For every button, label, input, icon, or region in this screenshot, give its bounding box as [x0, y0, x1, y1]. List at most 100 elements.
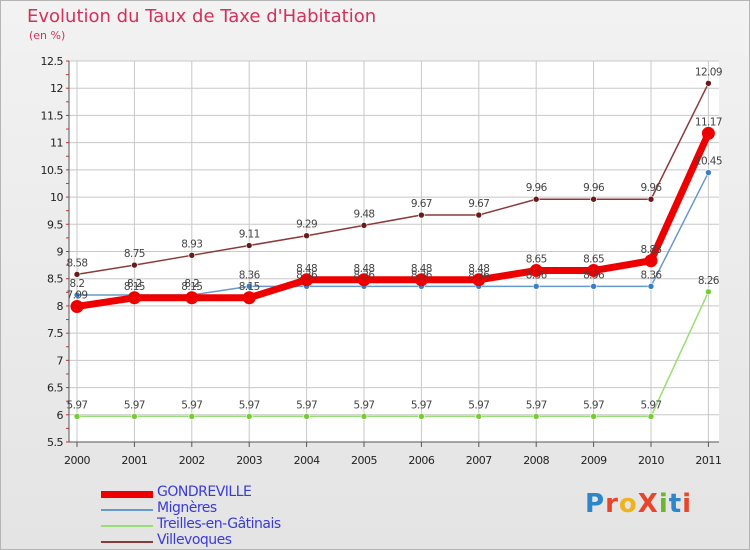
- data-label-villevoques: 12.09: [695, 66, 722, 78]
- legend-label: GONDREVILLE: [157, 484, 252, 500]
- data-point-treilles-en-gatinais: [532, 413, 540, 420]
- data-point-villevoques: [590, 195, 597, 203]
- legend-label: Treilles-en-Gâtinais: [157, 516, 281, 532]
- data-label-migneres: 8.36: [583, 269, 605, 281]
- series-line-villevoques: [76, 82, 710, 276]
- data-label-gondreville: 8.48: [411, 263, 432, 275]
- data-label-treilles-en-gatinais: 5.97: [468, 399, 489, 411]
- y-tick-label: 11.5: [41, 109, 64, 122]
- data-label-gondreville: 8.65: [526, 254, 547, 266]
- data-label-gondreville: 8.15: [181, 281, 202, 293]
- data-label-villevoques: 9.67: [468, 198, 489, 210]
- data-label-treilles-en-gatinais: 5.97: [411, 399, 432, 411]
- data-point-migneres: [647, 283, 655, 290]
- chart-unit-label: (en %): [29, 29, 66, 42]
- logo-letter: r: [605, 489, 619, 519]
- x-tick-label: 2007: [466, 454, 492, 467]
- x-tick-label: 2005: [351, 454, 377, 467]
- data-label-treilles-en-gatinais: 5.97: [526, 399, 547, 411]
- data-label-treilles-en-gatinais: 5.97: [296, 399, 317, 411]
- data-label-villevoques: 8.93: [181, 238, 202, 250]
- data-label-migneres: 8.2: [184, 278, 199, 290]
- data-label-villevoques: 9.67: [411, 198, 432, 210]
- data-label-migneres: 8.36: [641, 269, 663, 281]
- data-point-villevoques: [303, 232, 310, 240]
- data-point-gondreville: [529, 264, 543, 278]
- data-label-villevoques: 9.96: [583, 182, 605, 194]
- data-point-villevoques: [131, 261, 138, 269]
- y-tick-label: 10: [50, 191, 63, 204]
- data-label-villevoques: 8.75: [124, 248, 145, 260]
- legend-swatch: [101, 509, 153, 511]
- data-label-villevoques: 9.29: [296, 219, 317, 231]
- data-label-migneres: 8.36: [296, 269, 318, 281]
- y-tick-label: 6: [57, 409, 64, 422]
- data-label-treilles-en-gatinais: 5.97: [67, 399, 88, 411]
- data-point-villevoques: [188, 252, 196, 259]
- chart-title: Evolution du Taux de Taxe d'Habitation: [27, 6, 377, 27]
- data-point-gondreville: [185, 291, 199, 305]
- y-tick-label: 10.5: [41, 164, 64, 177]
- data-label-migneres: 8.36: [468, 269, 490, 281]
- data-label-gondreville: 11.17: [695, 116, 722, 128]
- data-point-treilles-en-gatinais: [475, 413, 483, 420]
- data-point-gondreville: [70, 299, 84, 313]
- x-tick-label: 2003: [236, 454, 262, 467]
- y-tick-label: 6.5: [47, 382, 63, 395]
- data-point-treilles-en-gatinais: [188, 413, 196, 420]
- data-point-villevoques: [245, 242, 253, 249]
- data-label-villevoques: 9.96: [526, 182, 548, 194]
- data-label-migneres: 8.36: [354, 269, 376, 281]
- legend-label: Mignères: [157, 500, 217, 516]
- legend-label: Villevoques: [157, 532, 232, 548]
- data-point-migneres: [590, 283, 597, 290]
- data-point-migneres: [73, 291, 81, 299]
- data-label-villevoques: 9.96: [641, 182, 663, 194]
- x-tick-label: 2001: [121, 454, 147, 467]
- data-point-treilles-en-gatinais: [647, 413, 655, 420]
- data-label-treilles-en-gatinais: 5.97: [124, 399, 145, 411]
- data-label-treilles-en-gatinais: 5.97: [181, 399, 202, 411]
- data-point-gondreville: [701, 126, 715, 140]
- data-point-villevoques: [705, 80, 712, 87]
- data-point-treilles-en-gatinais: [590, 413, 597, 420]
- data-point-villevoques: [475, 211, 483, 219]
- proxiti-logo: ProXiti: [585, 489, 692, 519]
- y-tick-label: 8: [57, 300, 64, 313]
- data-point-gondreville: [644, 254, 658, 268]
- y-tick-label: 9: [57, 246, 64, 259]
- y-tick-label: 11: [50, 137, 63, 150]
- data-point-treilles-en-gatinais: [418, 413, 425, 420]
- legend-swatch: [101, 490, 153, 498]
- logo-letter: X: [637, 489, 659, 519]
- data-label-migneres: 8.2: [70, 278, 85, 290]
- data-point-gondreville: [414, 273, 428, 287]
- data-label-villevoques: 9.48: [354, 208, 375, 220]
- data-point-gondreville: [127, 291, 141, 305]
- legend-swatch: [101, 541, 153, 543]
- data-label-migneres: 8.36: [411, 269, 433, 281]
- logo-letter: i: [682, 489, 693, 519]
- data-point-gondreville: [300, 273, 314, 287]
- data-point-villevoques: [418, 211, 425, 219]
- data-point-treilles-en-gatinais: [245, 413, 253, 420]
- data-label-gondreville: 7.99: [67, 289, 88, 301]
- data-label-migneres: 8.36: [239, 269, 261, 281]
- data-point-migneres: [532, 283, 540, 290]
- data-point-migneres: [705, 169, 712, 176]
- data-label-treilles-en-gatinais: 5.97: [641, 399, 662, 411]
- data-point-treilles-en-gatinais: [73, 413, 81, 420]
- x-tick-label: 2008: [523, 454, 549, 467]
- data-point-gondreville: [472, 273, 486, 287]
- x-tick-label: 2011: [695, 454, 721, 467]
- data-label-migneres: 10.45: [695, 156, 722, 168]
- y-tick-label: 12: [50, 82, 63, 95]
- data-label-treilles-en-gatinais: 5.97: [239, 399, 260, 411]
- y-tick-label: 8.5: [47, 273, 63, 286]
- data-point-treilles-en-gatinais: [131, 413, 138, 420]
- series-line-treilles-en-gatinais: [77, 291, 710, 418]
- data-point-gondreville: [587, 264, 601, 278]
- data-label-migneres: 8.2: [127, 278, 142, 290]
- x-tick-label: 2009: [581, 454, 607, 467]
